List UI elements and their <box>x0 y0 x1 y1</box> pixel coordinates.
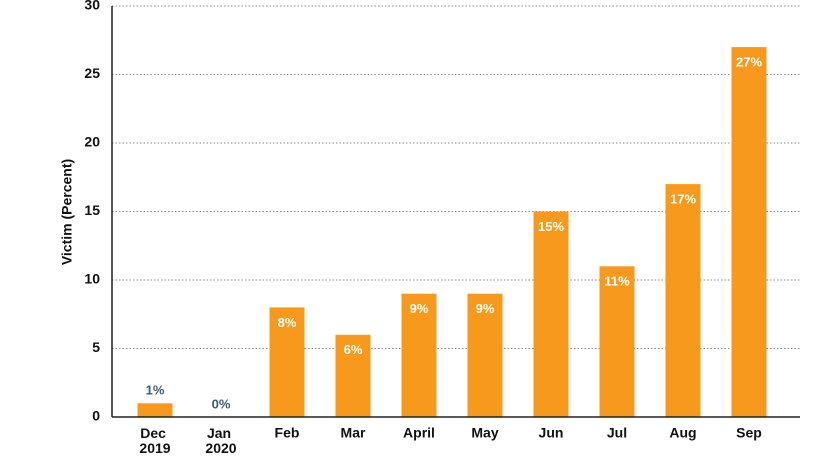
bar <box>335 334 371 417</box>
x-tick-label: May <box>471 425 498 441</box>
bar <box>401 293 437 417</box>
y-tick-label: 25 <box>84 65 100 81</box>
y-tick-label: 20 <box>84 134 100 150</box>
value-label: 9% <box>410 301 429 316</box>
bar <box>599 266 635 417</box>
y-tick-label: 0 <box>92 408 100 424</box>
y-tick-label: 5 <box>92 339 100 355</box>
bar <box>731 47 767 417</box>
x-tick-label: Mar <box>341 425 366 441</box>
value-label: 17% <box>670 192 696 207</box>
bar <box>269 307 305 417</box>
bar <box>137 403 173 417</box>
value-label: 6% <box>344 342 363 357</box>
y-tick-label: 30 <box>84 0 100 13</box>
x-tick-label: Aug <box>669 425 696 441</box>
value-label: 0% <box>212 396 231 411</box>
x-tick-label: Jun <box>539 425 564 441</box>
x-tick-label: Dec 2019 <box>139 425 170 456</box>
y-tick-label: 10 <box>84 271 100 287</box>
x-tick-label: Jan 2020 <box>205 425 236 456</box>
x-tick-label: Jul <box>607 425 627 441</box>
bar <box>533 211 569 417</box>
x-tick-label: April <box>403 425 435 441</box>
value-label: 8% <box>278 315 297 330</box>
y-tick-label: 15 <box>84 202 100 218</box>
x-tick-label: Feb <box>275 425 300 441</box>
bar <box>467 293 503 417</box>
value-label: 11% <box>604 274 630 289</box>
value-label: 1% <box>146 383 165 398</box>
value-label: 27% <box>736 55 762 70</box>
value-label: 15% <box>538 219 564 234</box>
y-axis-title: Victim (Percent) <box>59 159 75 265</box>
bar <box>665 184 701 417</box>
x-tick-label: Sep <box>736 425 762 441</box>
value-label: 9% <box>476 301 495 316</box>
